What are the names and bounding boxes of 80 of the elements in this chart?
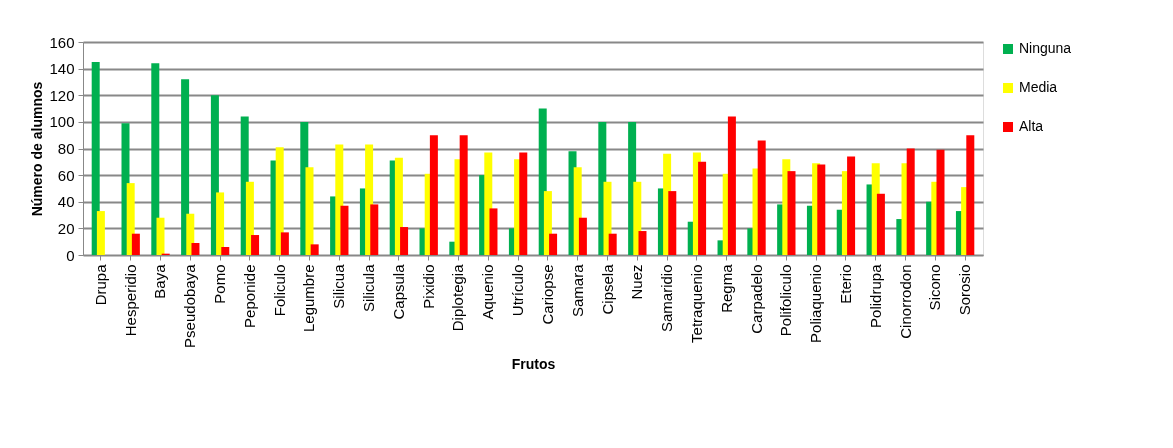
x-tick-label: Sorosio [956, 264, 974, 316]
x-axis-title: Frutos [511, 355, 556, 372]
x-tick-label: Carpadelo [747, 264, 765, 334]
x-tick-label: Eterio [836, 264, 854, 304]
bar [966, 135, 975, 255]
bar [519, 152, 528, 255]
x-tick-label: Pomo [211, 264, 229, 304]
bar [459, 135, 468, 255]
bar [151, 63, 160, 255]
x-tick-label: Legumbre [300, 264, 318, 333]
bar [216, 192, 225, 255]
x-tick-label: Polidrupa [866, 263, 884, 328]
y-tick-label: 100 [49, 113, 75, 131]
bar [429, 135, 438, 255]
bar [181, 79, 190, 255]
bar [221, 247, 230, 255]
bar [578, 217, 587, 255]
x-tick-label: Aquenio [479, 264, 497, 320]
bar [156, 217, 165, 255]
bar [638, 231, 647, 255]
y-tick-label: 60 [57, 166, 75, 184]
bar [310, 244, 319, 255]
bar [698, 161, 707, 255]
x-tick-label: Pseudobaya [181, 263, 199, 348]
x-tick-label: Hesperidio [121, 264, 139, 337]
bar [191, 243, 200, 255]
bar [936, 149, 945, 255]
x-tick-label: Silicula [360, 263, 378, 313]
x-tick-label: Baya [151, 263, 169, 299]
bar [275, 147, 284, 255]
bar [757, 140, 766, 255]
legend-label: Alta [1019, 118, 1044, 134]
x-tick-label: Samara [568, 263, 586, 318]
x-tick-label: Cinorrodon [896, 264, 914, 339]
x-tick-label: Samaridio [658, 264, 676, 333]
x-tick-label: Diplotegia [449, 263, 467, 332]
x-tick-label: Peponide [240, 264, 258, 328]
y-tick-label: 120 [49, 86, 75, 104]
y-tick-label: 0 [66, 246, 75, 264]
bar [549, 233, 558, 255]
bar [489, 208, 498, 255]
bar [96, 211, 105, 255]
bar [727, 116, 736, 255]
x-tick-label: Foliculo [270, 264, 288, 317]
x-tick-label: Cipsela [598, 263, 616, 315]
x-tick-label: Tetraquenio [687, 264, 705, 343]
bar [340, 205, 349, 255]
y-tick-label: 40 [57, 193, 75, 211]
legend-label: Media [1019, 79, 1058, 95]
bar [847, 156, 856, 255]
y-tick-label: 20 [57, 219, 75, 237]
x-tick-label: Sicono [926, 264, 944, 311]
x-tick-label: Polifoliculo [777, 264, 795, 337]
bar [305, 167, 314, 255]
legend-label: Ninguna [1019, 40, 1072, 56]
bar [91, 61, 100, 255]
y-tick-label: 140 [49, 60, 75, 78]
bar [131, 233, 140, 255]
bar [906, 148, 915, 255]
bar [817, 164, 826, 255]
x-tick-label: Capsula [389, 263, 407, 320]
x-tick-label: Pixidio [419, 264, 437, 309]
bar [787, 171, 796, 255]
bar [668, 191, 677, 255]
x-tick-label: Utrículo [509, 264, 527, 317]
bar [400, 227, 409, 255]
x-tick-label: Cariopse [538, 264, 556, 325]
bar [608, 233, 617, 255]
y-axis-title: Número de alumnos [29, 81, 46, 217]
bar [876, 193, 885, 255]
x-tick-label: Silicua [330, 263, 348, 309]
y-tick-label: 80 [57, 140, 75, 157]
bar [251, 235, 260, 255]
x-tick-label: Nuez [628, 264, 646, 300]
x-tick-label: Regma [717, 263, 735, 313]
x-tick-label: Poliaquenio [807, 264, 825, 343]
bar [370, 204, 379, 255]
y-tick-label: 160 [49, 33, 75, 51]
x-tick-label: Drupa [91, 263, 109, 306]
bar [280, 232, 289, 255]
